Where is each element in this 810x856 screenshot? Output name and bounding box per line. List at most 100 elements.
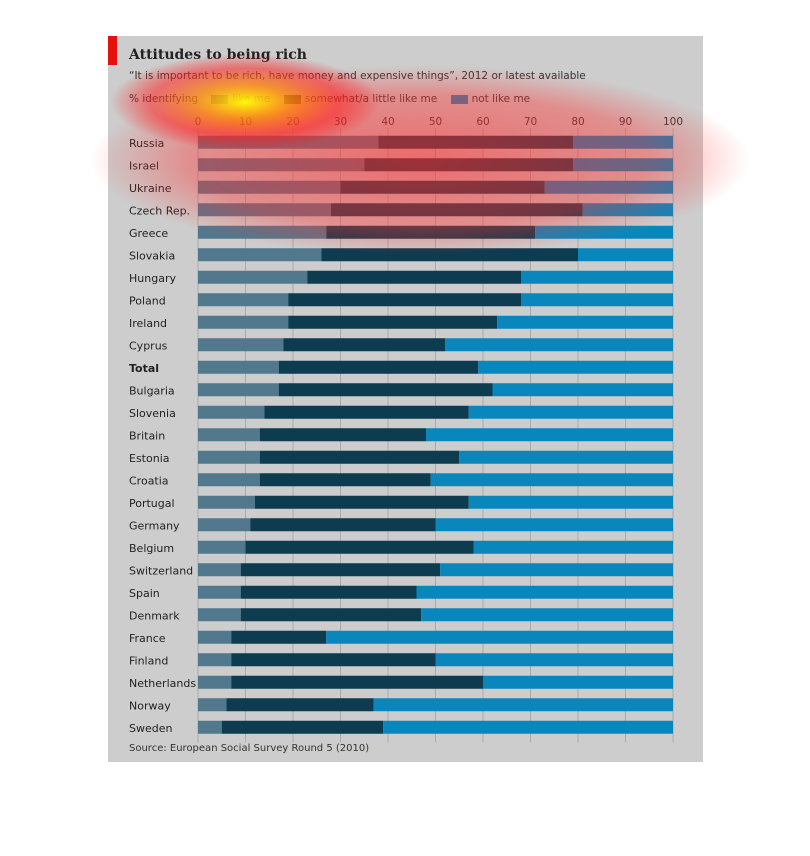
bar-segment [198, 158, 365, 172]
bar-segment [198, 698, 227, 712]
category-label: Czech Rep. [129, 204, 190, 217]
bar-segment [544, 180, 673, 194]
bar-segment [259, 473, 431, 487]
bar-segment [198, 270, 308, 284]
bar-segment [435, 653, 673, 667]
category-label: Britain [129, 429, 165, 442]
bar-segment [383, 720, 673, 734]
bar-segment [573, 135, 673, 149]
bar-segment [226, 698, 374, 712]
bar-segment [373, 698, 673, 712]
bar-segment [421, 608, 673, 622]
brand-accent-bar [108, 36, 117, 65]
bar-segment [198, 360, 279, 374]
x-tick-label: 80 [571, 116, 584, 128]
bar-segment [364, 158, 574, 172]
bar-segment [198, 585, 241, 599]
category-label: Hungary [129, 272, 176, 285]
bar-segment [321, 248, 578, 262]
bar-segment [198, 720, 222, 734]
x-tick-label: 50 [429, 116, 442, 128]
bar-segment [283, 338, 445, 352]
bar-segment [198, 563, 241, 577]
category-label: Netherlands [129, 677, 196, 690]
bar-segment [468, 495, 673, 509]
category-label: Croatia [129, 474, 169, 487]
bar-segment [198, 180, 341, 194]
bar-segment [578, 248, 673, 262]
bar-segment [198, 653, 232, 667]
bar-segment [288, 293, 521, 307]
source-note: Source: European Social Survey Round 5 (… [129, 743, 370, 754]
bar-segment [478, 360, 673, 374]
bar-segment [259, 450, 460, 464]
bar-segment [278, 383, 493, 397]
bar-segment [198, 518, 251, 532]
category-label: France [129, 632, 166, 645]
bar-segment [416, 585, 673, 599]
bar-segment [255, 495, 469, 509]
category-label: Cyprus [129, 339, 168, 352]
bar-segment [521, 270, 673, 284]
bar-segment [198, 495, 255, 509]
bar-segment [521, 293, 673, 307]
bar-segment [240, 563, 441, 577]
bar-segment [278, 360, 479, 374]
bar-segment [198, 248, 322, 262]
x-tick-label: 70 [524, 116, 537, 128]
bar-segment [198, 338, 284, 352]
category-label: Norway [129, 699, 171, 712]
bar-segment [468, 405, 673, 419]
bar-segment [331, 203, 583, 217]
category-label: Denmark [129, 609, 180, 622]
category-label: Poland [129, 294, 166, 307]
category-label: Israel [129, 159, 159, 172]
bar-segment [198, 383, 279, 397]
x-tick-label: 100 [663, 116, 683, 128]
category-label: Greece [129, 227, 168, 240]
bar-segment [245, 540, 474, 554]
bar-segment [198, 630, 232, 644]
bar-segment [573, 158, 673, 172]
x-tick-label: 0 [195, 116, 202, 128]
bar-segment [430, 473, 673, 487]
bar-segment [307, 270, 521, 284]
bar-segment [198, 135, 379, 149]
bar-segment [231, 653, 436, 667]
category-label: Portugal [129, 497, 175, 510]
category-label: Total [129, 362, 159, 375]
bar-segment [326, 630, 673, 644]
bar-segment [240, 585, 417, 599]
category-label: Slovenia [129, 407, 176, 420]
bar-segment [535, 225, 673, 239]
bar-segment [198, 293, 289, 307]
bar-segment [264, 405, 469, 419]
x-tick-label: 30 [334, 116, 347, 128]
category-label: Ireland [129, 317, 167, 330]
bar-segment [288, 315, 498, 329]
bar-segment [198, 405, 265, 419]
category-label: Germany [129, 519, 180, 532]
x-tick-label: 40 [381, 116, 394, 128]
x-tick-label: 90 [619, 116, 632, 128]
bar-segment [483, 675, 673, 689]
bar-segment [240, 608, 422, 622]
bar-segment [198, 608, 241, 622]
bar-segment [426, 428, 673, 442]
category-label: Finland [129, 654, 168, 667]
bar-segment [198, 428, 260, 442]
x-tick-label: 60 [476, 116, 489, 128]
bar-segment [198, 225, 327, 239]
category-label: Slovakia [129, 249, 175, 262]
bar-segment [497, 315, 673, 329]
bar-segment [492, 383, 673, 397]
bar-segment [435, 518, 673, 532]
bar-segment [198, 450, 260, 464]
category-label: Belgium [129, 542, 174, 555]
bar-segment [250, 518, 436, 532]
bar-segment [445, 338, 673, 352]
category-label: Bulgaria [129, 384, 175, 397]
bar-segment [221, 720, 384, 734]
category-label: Spain [129, 587, 160, 600]
